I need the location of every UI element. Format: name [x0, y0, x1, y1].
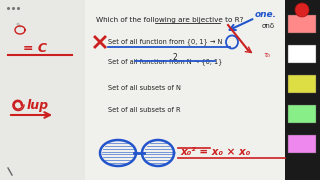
Text: ✎: ✎ [15, 22, 21, 28]
Circle shape [295, 3, 309, 17]
Text: lup: lup [27, 98, 49, 111]
Text: x₀² = x₀ × x₀: x₀² = x₀ × x₀ [180, 147, 250, 157]
Text: = C: = C [23, 42, 47, 55]
Bar [288, 105, 316, 123]
Text: 2: 2 [172, 53, 177, 62]
Bar [0, 0, 85, 180]
Bar [288, 15, 316, 33]
Text: Set of all subsets of R: Set of all subsets of R [108, 107, 180, 113]
Bar [288, 75, 316, 93]
Bar [285, 0, 320, 180]
Text: τ₀: τ₀ [263, 52, 270, 58]
Text: Set of all function from N → {0, 1}: Set of all function from N → {0, 1} [108, 59, 222, 65]
Bar [288, 135, 316, 153]
Text: σnδ: σnδ [262, 23, 275, 29]
Text: Set of all function from {0, 1} → N: Set of all function from {0, 1} → N [108, 39, 222, 45]
Text: Set of all subsets of N: Set of all subsets of N [108, 85, 181, 91]
Text: one.: one. [255, 10, 277, 19]
Bar [288, 45, 316, 63]
Text: Which of the following are bijective to R?: Which of the following are bijective to … [96, 17, 244, 23]
